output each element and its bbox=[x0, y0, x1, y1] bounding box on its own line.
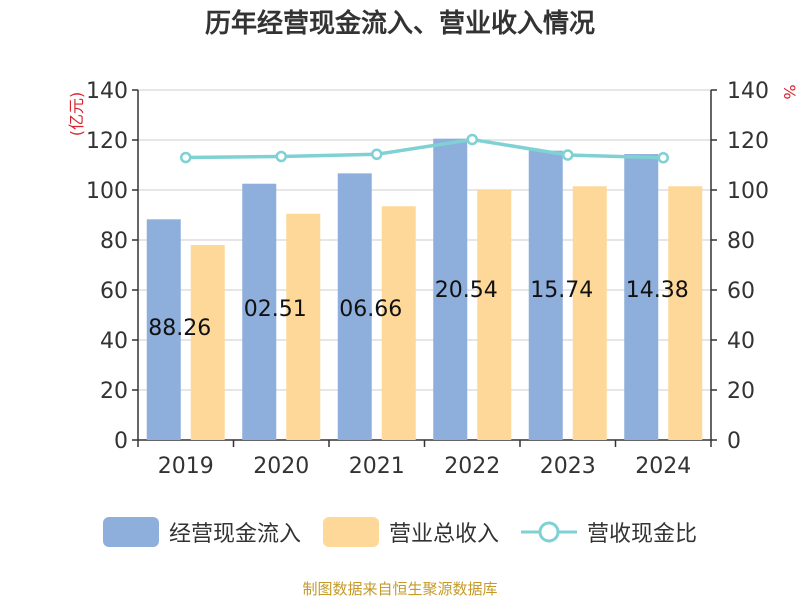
bar-cash-inflow bbox=[624, 154, 659, 441]
bar-revenue bbox=[286, 213, 321, 440]
left-axis-tick-label: 60 bbox=[100, 279, 128, 304]
chart-title: 历年经营现金流入、营业收入情况 bbox=[205, 8, 595, 39]
left-axis-unit: (亿元) bbox=[67, 92, 86, 137]
bar-revenue bbox=[572, 186, 607, 440]
x-axis-tick-label: 2020 bbox=[253, 454, 309, 479]
left-axis-tick-label: 80 bbox=[100, 229, 128, 254]
right-axis-tick-label: 80 bbox=[727, 229, 755, 254]
x-axis-tick-label: 2019 bbox=[158, 454, 214, 479]
legend-label-cash-inflow: 经营现金流入 bbox=[168, 522, 301, 547]
legend-item-revenue[interactable]: 营业总收入 bbox=[322, 516, 499, 548]
x-axis-tick-label: 2023 bbox=[540, 454, 596, 479]
right-axis-tick-label: 60 bbox=[727, 279, 755, 304]
left-axis-tick-label: 0 bbox=[114, 429, 128, 454]
left-axis-tick-label: 100 bbox=[86, 179, 128, 204]
data-label-cash-inflow: 02.51 bbox=[244, 297, 307, 322]
bar-revenue bbox=[477, 189, 512, 440]
legend-label-ratio: 营收现金比 bbox=[587, 522, 698, 547]
bar-revenue bbox=[190, 245, 225, 440]
right-axis-tick-label: 20 bbox=[727, 379, 755, 404]
bar-revenue bbox=[668, 186, 703, 440]
point-ratio bbox=[466, 133, 478, 146]
legend-label-revenue: 营业总收入 bbox=[388, 522, 499, 547]
line-ratio bbox=[185, 137, 664, 160]
data-label-cash-inflow: 20.54 bbox=[435, 278, 498, 303]
x-axis-tick-label: 2022 bbox=[444, 454, 500, 479]
bar-cash-inflow bbox=[146, 219, 181, 440]
left-axis-tick-label: 20 bbox=[100, 379, 128, 404]
bar-cash-inflow bbox=[242, 183, 277, 440]
legend-item-ratio[interactable]: 营收现金比 bbox=[521, 516, 697, 548]
left-axis-tick-label: 120 bbox=[86, 129, 128, 154]
right-axis-tick-label: 40 bbox=[727, 329, 755, 354]
x-axis-tick-label: 2024 bbox=[635, 454, 691, 479]
data-label-cash-inflow: 06.66 bbox=[339, 297, 402, 322]
right-axis-tick-label: 100 bbox=[727, 179, 769, 204]
legend-line-ratio-icon bbox=[521, 521, 577, 543]
left-axis-tick-label: 40 bbox=[100, 329, 128, 354]
point-ratio bbox=[371, 148, 383, 160]
data-label-cash-inflow: 15.74 bbox=[530, 278, 593, 303]
bar-cash-inflow bbox=[337, 173, 372, 440]
point-ratio bbox=[562, 149, 574, 161]
source-note: 制图数据来自恒生聚源数据库 bbox=[302, 580, 498, 598]
left-axis-tick-label: 140 bbox=[86, 79, 128, 104]
point-ratio bbox=[180, 151, 192, 164]
legend-swatch-cash-inflow bbox=[102, 517, 159, 547]
right-axis-tick-label: 0 bbox=[727, 429, 741, 454]
x-axis-tick-label: 2021 bbox=[349, 454, 405, 479]
legend-swatch-revenue bbox=[322, 517, 379, 547]
legend: 经营现金流入 营业总收入 营收现金比 bbox=[0, 516, 800, 548]
data-label-cash-inflow: 88.26 bbox=[148, 316, 211, 341]
point-ratio bbox=[275, 150, 287, 163]
right-axis-unit: % bbox=[780, 84, 799, 99]
point-ratio bbox=[657, 152, 669, 164]
legend-item-cash-inflow[interactable]: 经营现金流入 bbox=[102, 516, 301, 548]
bar-cash-inflow bbox=[433, 138, 468, 440]
bar-cash-inflow bbox=[528, 150, 563, 440]
bar-revenue bbox=[381, 206, 416, 440]
data-label-cash-inflow: 14.38 bbox=[626, 278, 689, 303]
right-axis-tick-label: 120 bbox=[727, 129, 769, 154]
right-axis-tick-label: 140 bbox=[727, 79, 769, 104]
